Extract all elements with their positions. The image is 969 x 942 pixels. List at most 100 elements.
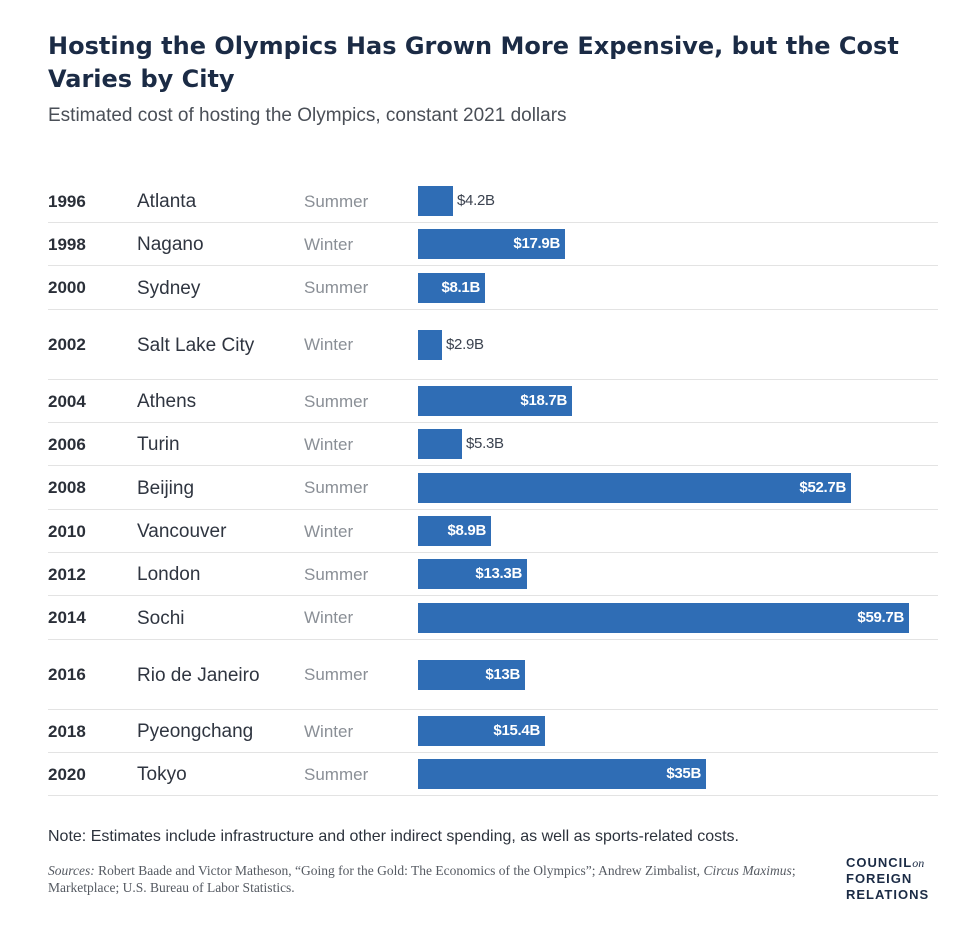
- table-row: 2008 Beijing Summer $52.7B: [48, 466, 938, 510]
- data-label: $18.7B: [520, 392, 567, 409]
- year-label: 2016: [48, 665, 86, 684]
- city-label: Tokyo: [137, 764, 187, 785]
- data-label: $8.9B: [447, 522, 486, 539]
- data-label: $15.4B: [493, 722, 540, 739]
- city-label: Vancouver: [137, 521, 227, 542]
- table-row: 2016 Rio de Janeiro Summer $13B: [48, 640, 938, 710]
- row-divider: [48, 552, 938, 553]
- data-label: $4.2B: [457, 192, 495, 209]
- table-row: 2012 London Summer $13.3B: [48, 553, 938, 596]
- city-label: Pyeongchang: [137, 721, 254, 742]
- data-label: $13.3B: [475, 565, 522, 582]
- logo-on: on: [912, 856, 925, 870]
- bar: [418, 660, 525, 690]
- bar: [418, 330, 442, 360]
- bar: [418, 229, 565, 259]
- bar: [418, 516, 491, 546]
- bar: [418, 386, 572, 416]
- row-divider: [48, 379, 938, 380]
- sources-part2: ; Marketplace; U.S. Bureau of Labor Stat…: [48, 863, 796, 895]
- chart-subtitle: Estimated cost of hosting the Olympics, …: [48, 105, 567, 126]
- row-divider: [48, 752, 938, 753]
- table-row: 2014 Sochi Winter $59.7B: [48, 596, 938, 640]
- sources-prefix: Sources:: [48, 863, 95, 878]
- table-row: 1996 Atlanta Summer $4.2B: [48, 180, 938, 223]
- season-label: Summer: [304, 391, 369, 411]
- year-label: 2012: [48, 564, 86, 584]
- row-divider: [48, 595, 938, 596]
- city-label: London: [137, 564, 201, 585]
- table-row: 2000 Sydney Summer $8.1B: [48, 266, 938, 310]
- city-label: Turin: [137, 434, 180, 455]
- sources: Sources: Robert Baade and Victor Matheso…: [48, 862, 828, 896]
- bar: [418, 716, 545, 746]
- chart-title: Hosting the Olympics Has Grown More Expe…: [48, 32, 899, 93]
- season-label: Winter: [304, 608, 354, 627]
- bar: [418, 603, 909, 633]
- row-divider: [48, 709, 938, 710]
- year-label: 1996: [48, 191, 86, 211]
- table-row: 1998 Nagano Winter $17.9B: [48, 223, 938, 266]
- season-label: Summer: [304, 564, 369, 584]
- sources-part1: Robert Baade and Victor Matheson, “Going…: [94, 863, 704, 878]
- season-label: Winter: [304, 521, 354, 541]
- table-row: 2018 Pyeongchang Winter $15.4B: [48, 710, 938, 753]
- cfr-logo: COUNCILon FOREIGN RELATIONS: [846, 855, 946, 903]
- data-label: $8.1B: [441, 279, 480, 296]
- city-label: Rio de Janeiro: [137, 664, 260, 686]
- data-label: $5.3B: [466, 435, 504, 452]
- season-label: Summer: [304, 478, 369, 497]
- bar: [418, 273, 485, 303]
- data-label: $2.9B: [446, 336, 484, 353]
- bar: [418, 559, 527, 589]
- row-divider: [48, 639, 938, 640]
- row-divider: [48, 509, 938, 510]
- note: Note: Estimates include infrastructure a…: [48, 828, 739, 845]
- season-label: Winter: [304, 335, 354, 354]
- bar: [418, 429, 462, 459]
- season-label: Winter: [304, 721, 354, 741]
- table-row: 2004 Athens Summer $18.7B: [48, 380, 938, 423]
- city-label: Sochi: [137, 607, 185, 629]
- row-divider: [48, 309, 938, 310]
- year-label: 2008: [48, 478, 86, 497]
- season-label: Summer: [304, 278, 369, 297]
- city-label: Salt Lake City: [137, 334, 255, 356]
- row-divider: [48, 795, 938, 796]
- year-label: 2014: [48, 608, 86, 627]
- logo-line3: RELATIONS: [846, 887, 930, 902]
- row-divider: [48, 265, 938, 266]
- logo-line2: FOREIGN: [846, 871, 913, 886]
- row-divider: [48, 222, 938, 223]
- bar: [418, 759, 706, 789]
- season-label: Summer: [304, 665, 369, 684]
- year-label: 2020: [48, 764, 86, 784]
- year-label: 2018: [48, 721, 86, 741]
- data-label: $17.9B: [513, 235, 560, 252]
- data-label: $13B: [485, 666, 520, 683]
- city-label: Nagano: [137, 234, 204, 255]
- table-row: 2002 Salt Lake City Winter $2.9B: [48, 310, 938, 380]
- table-row: 2010 Vancouver Winter $8.9B: [48, 510, 938, 553]
- year-label: 2006: [48, 434, 86, 454]
- city-label: Atlanta: [137, 191, 197, 212]
- bar: [418, 186, 453, 216]
- data-label: $52.7B: [799, 479, 846, 496]
- row-divider: [48, 422, 938, 423]
- season-label: Winter: [304, 434, 354, 454]
- city-label: Beijing: [137, 477, 195, 499]
- table-row: 2020 Tokyo Summer $35B: [48, 753, 938, 796]
- year-label: 1998: [48, 234, 86, 254]
- city-label: Sydney: [137, 277, 201, 299]
- bar: [418, 473, 851, 503]
- data-label: $59.7B: [857, 609, 904, 626]
- year-label: 2004: [48, 391, 86, 411]
- year-label: 2002: [48, 335, 86, 354]
- data-label: $35B: [666, 765, 701, 782]
- season-label: Summer: [304, 764, 369, 784]
- sources-book: Circus Maximus: [703, 863, 792, 878]
- row-divider: [48, 465, 938, 466]
- season-label: Summer: [304, 191, 369, 211]
- city-label: Athens: [137, 391, 197, 412]
- season-label: Winter: [304, 234, 354, 254]
